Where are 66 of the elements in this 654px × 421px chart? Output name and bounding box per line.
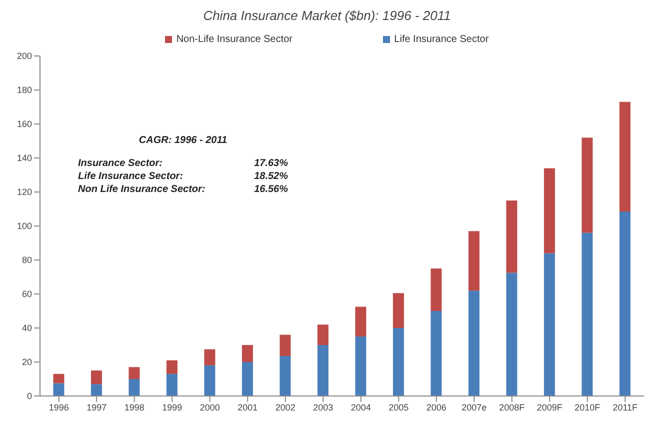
legend-label: Non-Life Insurance Sector bbox=[175, 32, 292, 46]
text: Insurance Sector: 17.63% bbox=[78, 158, 288, 169]
x-tick-label: 2008F bbox=[499, 402, 526, 412]
bar bbox=[204, 365, 216, 396]
bar bbox=[317, 324, 328, 345]
bar bbox=[619, 102, 630, 212]
text: Life Insurance Sector: 18.52% bbox=[78, 171, 288, 182]
bar bbox=[128, 379, 140, 396]
bar bbox=[430, 268, 442, 311]
x-tick-label: 2001 bbox=[238, 402, 258, 412]
bar bbox=[506, 272, 518, 396]
bar bbox=[582, 138, 593, 233]
bar bbox=[317, 345, 328, 396]
bar bbox=[468, 290, 480, 396]
bar bbox=[355, 306, 366, 336]
annotation: CAGR: 1996 - 2011 bbox=[138, 135, 228, 146]
bar bbox=[392, 328, 404, 396]
x-tick-label: 1996 bbox=[48, 402, 69, 412]
bar bbox=[280, 356, 291, 396]
x-tick-label: 2000 bbox=[200, 402, 220, 412]
bar bbox=[242, 362, 253, 396]
y-tick-label: 100 bbox=[16, 221, 32, 232]
bar bbox=[392, 293, 404, 328]
x-tick-label: 2006 bbox=[426, 402, 446, 412]
chart-title: China Insurance Market ($bn): 1996 - 2011 bbox=[202, 7, 452, 25]
y-tick-label: 20 bbox=[22, 357, 32, 368]
x-tick-label: 2010F bbox=[574, 402, 601, 412]
bar bbox=[280, 334, 291, 356]
bar bbox=[204, 349, 216, 366]
bar bbox=[430, 311, 442, 396]
y-tick-label: 180 bbox=[16, 85, 32, 96]
y-tick-label: 60 bbox=[22, 289, 32, 300]
bar bbox=[619, 212, 630, 396]
y-tick-label: 80 bbox=[22, 255, 32, 266]
x-tick-label: 2007e bbox=[462, 402, 487, 412]
x-tick-label: 2003 bbox=[313, 402, 334, 412]
bar bbox=[53, 383, 64, 396]
bar bbox=[242, 345, 253, 362]
bar bbox=[468, 231, 480, 291]
bar bbox=[506, 200, 518, 273]
bar bbox=[90, 370, 102, 384]
text: Non Life Insurance Sector: 16.56% bbox=[78, 184, 288, 195]
x-tick-label: 1998 bbox=[124, 402, 144, 412]
y-tick-label: 0 bbox=[26, 391, 32, 402]
x-tick-label: 1997 bbox=[86, 402, 107, 412]
bar bbox=[544, 168, 555, 254]
bar bbox=[53, 374, 64, 384]
bar bbox=[128, 367, 140, 379]
bar bbox=[90, 384, 102, 396]
y-tick-label: 200 bbox=[16, 51, 32, 62]
bar bbox=[582, 232, 593, 396]
y-tick-label: 160 bbox=[16, 119, 32, 130]
y-tick-label: 120 bbox=[16, 187, 32, 198]
bar bbox=[355, 336, 366, 396]
bar bbox=[166, 374, 178, 396]
x-tick-label: 1999 bbox=[162, 402, 182, 412]
x-tick-label: 2005 bbox=[388, 402, 409, 412]
bar bbox=[166, 360, 178, 374]
x-tick-label: 2009F bbox=[536, 402, 563, 412]
x-tick-label: 2011F bbox=[612, 402, 638, 412]
y-tick-label: 40 bbox=[22, 323, 32, 334]
legend-label: Life Insurance Sector bbox=[393, 32, 489, 46]
x-tick-label: 2002 bbox=[275, 402, 296, 412]
x-tick-label: 2004 bbox=[350, 402, 371, 412]
bar bbox=[544, 253, 555, 396]
y-tick-label: 140 bbox=[16, 153, 32, 164]
